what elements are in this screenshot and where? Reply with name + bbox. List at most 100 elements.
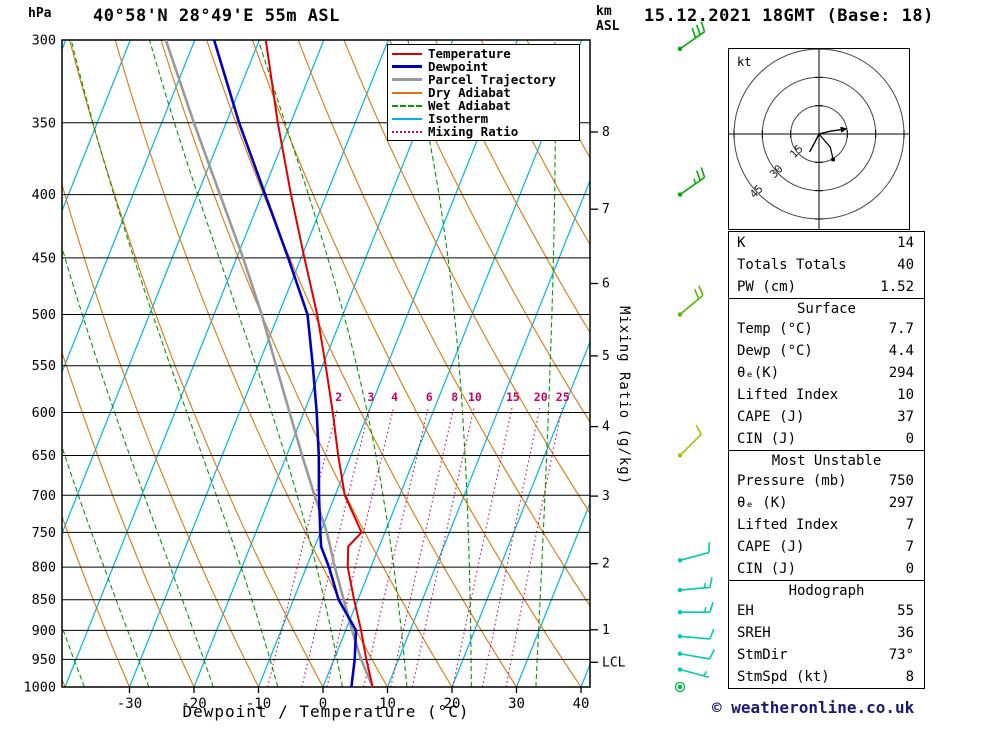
stat-label: CAPE (J) — [737, 409, 805, 425]
height-axis: 8 7 6 5 4 3 2 1 LCL — [590, 125, 626, 670]
station-title: 40°58'N 28°49'E 55m ASL — [93, 6, 340, 26]
stat-label: EH — [737, 603, 754, 619]
mixing-ratio-label: 10 — [468, 390, 482, 404]
stat-value: 7.7 — [888, 321, 914, 337]
mixing-ratio-labels: 2 3 4 6 8 10 15 20 25 — [335, 390, 569, 404]
stat-row: Temp (°C) 7.7 — [729, 318, 924, 340]
pressure-tick-label: 950 — [32, 652, 56, 668]
height-tick-label: 5 — [602, 349, 610, 364]
pressure-axis-unit: hPa — [28, 6, 52, 21]
temp-tick-label: -30 — [117, 696, 142, 712]
legend-label: Parcel Trajectory — [428, 72, 556, 87]
stat-value: 294 — [888, 365, 914, 381]
stat-value: 14 — [897, 235, 914, 251]
stats-section-most-unstable: Most Unstable Pressure (mb) 750 θₑ (K) 297 Li… — [728, 450, 925, 581]
stats-section-header: Most Unstable — [771, 453, 882, 469]
stat-label: θₑ(K) — [737, 365, 780, 381]
stat-value: 7 — [905, 539, 914, 555]
stat-value: 1.52 — [880, 279, 914, 295]
pressure-tick-label: 400 — [32, 187, 56, 203]
stat-row: Lifted Index 10 — [729, 384, 924, 406]
temp-tick-label: 30 — [508, 696, 525, 712]
legend-line-sample — [392, 52, 422, 55]
wind-barb-column — [674, 21, 715, 693]
parcel-trajectory-curve — [164, 40, 374, 687]
stat-value: 0 — [905, 431, 914, 447]
stat-row: Dewp (°C) 4.4 — [729, 340, 924, 362]
stat-value: 4.4 — [888, 343, 914, 359]
stat-row: Totals Totals 40 — [729, 254, 924, 276]
pressure-tick-label: 750 — [32, 525, 56, 541]
pressure-tick-label: 300 — [32, 33, 56, 49]
height-tick-label: 3 — [602, 489, 610, 504]
stat-label: Dewp (°C) — [737, 343, 813, 359]
legend: Temperature Dewpoint Parcel Trajectory Dry … — [387, 44, 580, 141]
stat-value: 750 — [888, 473, 914, 489]
pressure-tick-label: 600 — [32, 405, 56, 421]
stat-value: 36 — [897, 625, 914, 641]
stats-section-header: Hodograph — [788, 583, 865, 599]
stat-row: StmSpd (kt) 8 — [729, 666, 924, 688]
pressure-tick-label: 1000 — [23, 680, 56, 696]
temp-tick-label: 0 — [319, 696, 327, 712]
x-axis-title: Dewpoint / Temperature (°C) — [182, 702, 470, 721]
temp-axis: -30 -20 -10 0 10 20 30 40 — [117, 687, 589, 712]
stats-table: K 14 Totals Totals 40 PW (cm) 1.52 Surface Temp… — [728, 231, 925, 689]
stat-row: Pressure (mb) 750 — [729, 470, 924, 492]
hodo-trace-branch — [818, 133, 834, 160]
stat-label: SREH — [737, 625, 771, 641]
legend-line-sample — [392, 65, 422, 68]
stat-label: θₑ (K) — [737, 495, 788, 511]
stat-value: 37 — [897, 409, 914, 425]
stat-row: CIN (J) 0 — [729, 428, 924, 450]
pressure-tick-label: 450 — [32, 250, 56, 266]
stat-row: SREH 36 — [729, 622, 924, 644]
legend-item: Isotherm — [392, 111, 574, 126]
stat-value: 7 — [905, 517, 914, 533]
stat-row: PW (cm) 1.52 — [729, 276, 924, 298]
stat-value: 73° — [888, 647, 914, 663]
legend-line-sample — [392, 117, 422, 120]
height-axis-unit: km ASL — [596, 4, 620, 34]
stat-label: Totals Totals — [737, 257, 847, 273]
legend-label: Mixing Ratio — [428, 124, 519, 139]
stat-label: K — [737, 235, 746, 251]
stat-label: CIN (J) — [737, 431, 797, 447]
wind-barb — [677, 542, 711, 563]
legend-item: Temperature — [392, 46, 574, 61]
legend-line-sample — [392, 78, 422, 81]
stat-label: StmDir — [737, 647, 788, 663]
stat-row: θₑ (K) 297 — [729, 492, 924, 514]
pressure-tick-label: 900 — [32, 623, 56, 639]
stats-section-hodograph: Hodograph EH 55 SREH 36 StmDir 73° StmSpd (kt) 8 — [728, 580, 925, 689]
stat-value: 8 — [905, 669, 914, 685]
wind-barb — [677, 649, 715, 660]
wind-barb — [677, 577, 713, 593]
stat-row: K 14 — [729, 232, 924, 254]
pressure-tick-label: 500 — [32, 307, 56, 323]
legend-label: Isotherm — [428, 111, 489, 126]
hodo-ring-label: 15 — [787, 142, 806, 161]
hodo-end-dot — [831, 157, 835, 162]
legend-line-sample — [392, 130, 422, 133]
stats-section-surface: Surface Temp (°C) 7.7 Dewp (°C) 4.4 θₑ(K) 294 L… — [728, 298, 925, 451]
mixing-ratio-axis-title: Mixing Ratio (g/kg) — [616, 306, 632, 486]
legend-item: Wet Adiabat — [392, 98, 574, 113]
height-tick-label: 4 — [602, 420, 610, 435]
datetime-title: 15.12.2021 18GMT (Base: 18) — [644, 6, 934, 26]
pressure-tick-label: 550 — [32, 358, 56, 374]
stat-label: Pressure (mb) — [737, 473, 847, 489]
temp-tick-label: 20 — [444, 696, 461, 712]
wind-barb — [677, 21, 706, 52]
stat-label: CAPE (J) — [737, 539, 805, 555]
height-tick-label: 2 — [602, 557, 610, 572]
stat-label: Lifted Index — [737, 517, 839, 533]
stat-label: PW (cm) — [737, 279, 797, 295]
legend-label: Temperature — [428, 46, 511, 61]
temp-tick-label: -20 — [181, 696, 206, 712]
mixing-ratio-label: 8 — [451, 390, 458, 404]
temperature-curve — [264, 40, 374, 687]
pressure-tick-label: 850 — [32, 592, 56, 608]
